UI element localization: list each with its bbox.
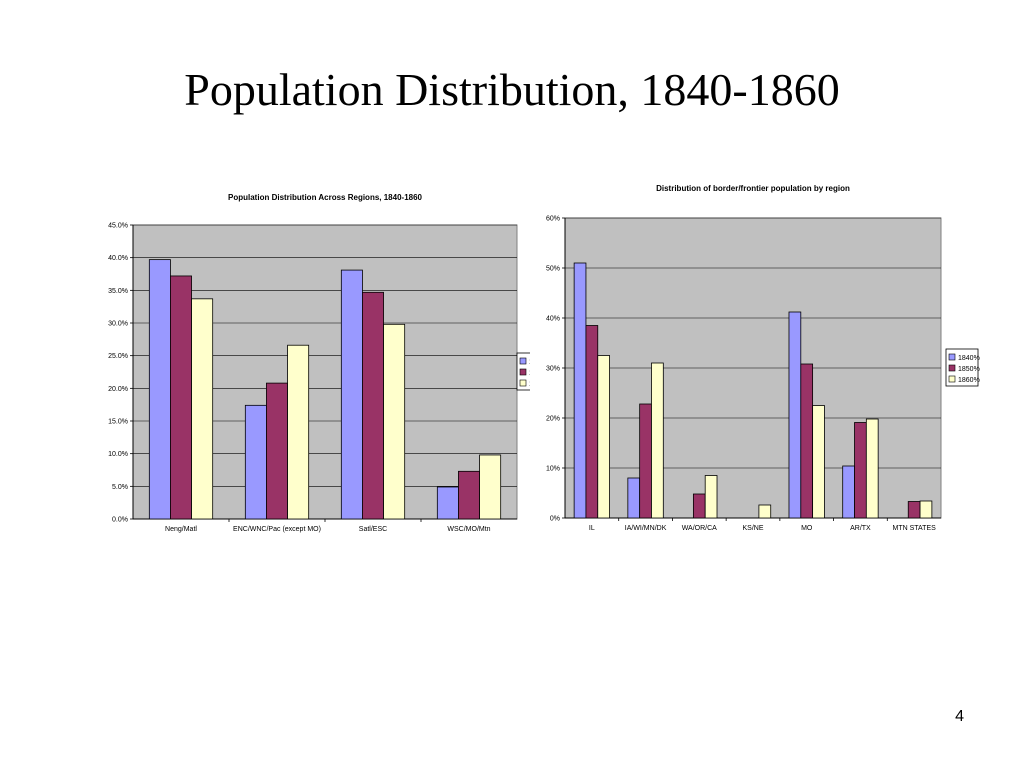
bar xyxy=(854,422,867,519)
frontier-distribution-chart: Distribution of border/frontier populati… xyxy=(546,184,980,532)
x-tick-label: WSC/MO/Mtn xyxy=(447,526,490,533)
legend-swatch xyxy=(948,375,956,383)
x-tick-label: MO xyxy=(801,525,813,532)
bar xyxy=(758,504,772,519)
bar xyxy=(865,418,879,519)
y-tick-label: 45.0% xyxy=(108,223,128,230)
y-tick-label: 30% xyxy=(546,366,560,373)
y-tick-label: 30.0% xyxy=(108,321,128,328)
bar xyxy=(287,344,310,520)
legend-label: 1860% xyxy=(958,377,980,384)
bar xyxy=(585,325,599,519)
page-number: 4 xyxy=(955,708,964,725)
bar xyxy=(907,501,921,519)
x-tick-label: AR/TX xyxy=(850,525,871,532)
y-tick-label: 20% xyxy=(546,416,560,423)
y-tick-label: 50% xyxy=(546,266,560,273)
bar xyxy=(191,298,214,520)
legend-label: 1860% xyxy=(529,381,530,388)
bar xyxy=(639,403,652,519)
legend-label: 1840% xyxy=(958,355,980,362)
y-tick-label: 25.0% xyxy=(108,353,128,360)
legend-swatch xyxy=(519,357,527,365)
chart-title: Population Distribution Across Regions, … xyxy=(228,193,423,202)
bar xyxy=(383,323,406,520)
bar xyxy=(812,405,825,519)
bar xyxy=(479,454,502,520)
legend-swatch xyxy=(519,368,527,376)
legend-swatch xyxy=(948,364,956,372)
legend-label: 1850% xyxy=(529,370,530,377)
x-tick-label: KS/NE xyxy=(742,525,763,532)
y-tick-label: 10.0% xyxy=(108,451,128,458)
bar xyxy=(627,477,641,519)
legend-swatch xyxy=(519,379,527,387)
bar xyxy=(788,311,802,519)
y-tick-label: 5.0% xyxy=(112,484,128,491)
x-tick-label: IA/WI/MN/DK xyxy=(625,525,667,532)
x-tick-label: WA/OR/CA xyxy=(682,525,717,532)
bar xyxy=(800,363,814,519)
bar xyxy=(148,259,171,520)
bar xyxy=(704,475,718,519)
x-tick-label: MTN STATES xyxy=(892,525,936,532)
y-tick-label: 60% xyxy=(546,216,560,223)
bar xyxy=(436,486,459,520)
bar xyxy=(919,500,933,519)
legend-label: 1850% xyxy=(958,366,980,373)
bar xyxy=(362,291,384,520)
bar xyxy=(244,404,267,520)
regional-distribution-chart: Population Distribution Across Regions, … xyxy=(108,193,530,533)
x-tick-label: ENC/WNC/Pac (except MO) xyxy=(233,526,321,533)
chart-title: Distribution of border/frontier populati… xyxy=(656,184,850,193)
bar xyxy=(458,470,480,520)
y-tick-label: 15.0% xyxy=(108,419,128,426)
bar xyxy=(266,382,288,520)
bar xyxy=(651,362,664,519)
y-tick-label: 0% xyxy=(550,516,560,523)
bar xyxy=(842,465,855,519)
bar xyxy=(340,269,363,520)
bar xyxy=(597,355,610,519)
slide-title: Population Distribution, 1840-1860 xyxy=(184,64,840,115)
legend-label: 1840% xyxy=(529,359,530,366)
y-tick-label: 35.0% xyxy=(108,288,128,295)
legend-swatch xyxy=(948,353,956,361)
y-tick-label: 40% xyxy=(546,316,560,323)
bar xyxy=(170,275,192,520)
y-tick-label: 20.0% xyxy=(108,386,128,393)
y-tick-label: 40.0% xyxy=(108,255,128,262)
y-tick-label: 0.0% xyxy=(112,517,128,524)
x-tick-label: Neng/Matl xyxy=(165,526,197,533)
x-tick-label: Satl/ESC xyxy=(359,526,387,533)
bar xyxy=(573,262,587,519)
y-tick-label: 10% xyxy=(546,466,560,473)
bar xyxy=(692,493,706,519)
x-tick-label: IL xyxy=(589,525,595,532)
